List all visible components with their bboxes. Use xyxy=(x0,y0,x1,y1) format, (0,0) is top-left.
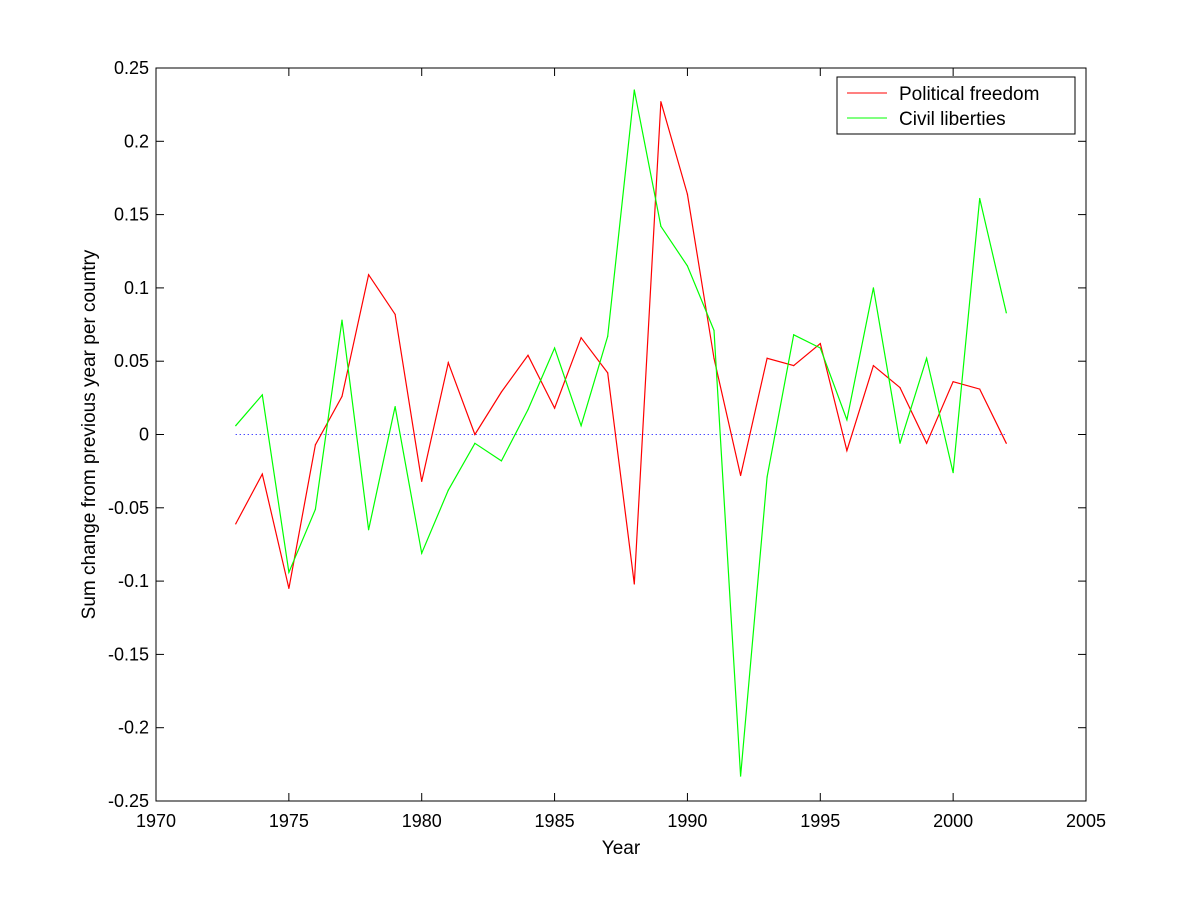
data-point-political-freedom xyxy=(633,583,635,585)
y-tick-labels: -0.25 -0.2 -0.15 -0.1 -0.05 0 0.05 0.1 0.15 0.2 0.… xyxy=(108,58,149,811)
legend-label-civil-liberties: Civil liberties xyxy=(899,109,1006,130)
data-point-civil-liberties xyxy=(261,394,263,396)
data-point-civil-liberties xyxy=(660,225,662,227)
data-point-political-freedom xyxy=(872,364,875,367)
data-point-civil-liberties xyxy=(288,571,290,573)
data-point-civil-liberties xyxy=(633,89,635,91)
data-point-political-freedom xyxy=(288,587,290,590)
y-tick-label: -0.1 xyxy=(118,571,149,591)
data-point-political-freedom xyxy=(660,101,662,103)
data-point-civil-liberties xyxy=(952,472,954,474)
x-tick-label: 1995 xyxy=(800,811,840,831)
data-point-political-freedom xyxy=(686,193,689,195)
x-tick-label: 1990 xyxy=(667,811,707,831)
data-point-political-freedom xyxy=(474,433,476,436)
data-point-political-freedom xyxy=(553,407,556,409)
data-point-political-freedom xyxy=(793,364,795,367)
x-tick-label: 2000 xyxy=(933,811,973,831)
data-point-civil-liberties xyxy=(872,287,875,289)
data-point-civil-liberties xyxy=(341,319,343,321)
y-tick-label: 0.1 xyxy=(124,278,149,298)
data-point-political-freedom xyxy=(925,442,928,444)
data-point-political-freedom xyxy=(314,444,317,446)
x-tick-label: 1985 xyxy=(535,811,575,831)
data-point-civil-liberties xyxy=(527,408,529,411)
x-tick-label: 1980 xyxy=(402,811,442,831)
data-point-political-freedom xyxy=(846,450,848,452)
data-point-political-freedom xyxy=(447,362,449,364)
data-point-political-freedom xyxy=(500,391,503,393)
data-point-civil-liberties xyxy=(713,329,715,332)
data-point-civil-liberties xyxy=(846,419,848,421)
data-point-civil-liberties xyxy=(1005,312,1007,314)
y-tick-label: 0.15 xyxy=(114,205,149,225)
data-point-civil-liberties xyxy=(421,552,423,554)
axis-ticks xyxy=(155,67,1087,802)
data-point-civil-liberties xyxy=(314,508,317,510)
data-point-civil-liberties xyxy=(235,425,237,427)
data-point-civil-liberties xyxy=(394,406,396,408)
y-axis-label: Sum change from previous year per countr… xyxy=(79,249,100,619)
series-line-political-freedom xyxy=(235,101,1007,589)
y-tick-label: 0.25 xyxy=(114,58,149,78)
y-tick-label: -0.2 xyxy=(118,718,149,738)
x-tick-label: 1970 xyxy=(136,811,176,831)
data-point-civil-liberties xyxy=(819,347,821,349)
data-point-civil-liberties xyxy=(766,476,768,478)
y-tick-label: -0.25 xyxy=(108,791,149,811)
data-point-civil-liberties xyxy=(553,347,556,349)
data-point-political-freedom xyxy=(341,395,343,397)
data-point-political-freedom xyxy=(1005,442,1007,444)
x-tick-label: 2005 xyxy=(1066,811,1106,831)
data-point-civil-liberties xyxy=(367,529,370,531)
data-point-political-freedom xyxy=(979,388,981,390)
y-tick-label: 0.2 xyxy=(124,131,149,151)
data-point-political-freedom xyxy=(713,357,715,359)
series-line-civil-liberties xyxy=(235,89,1007,777)
data-point-political-freedom xyxy=(421,480,423,483)
y-tick-label: 0 xyxy=(139,425,149,445)
legend-box xyxy=(836,76,1076,135)
y-tick-label: -0.15 xyxy=(108,644,149,664)
data-point-political-freedom xyxy=(527,354,529,356)
plot-area xyxy=(155,67,1087,802)
data-point-political-freedom xyxy=(607,372,609,374)
data-point-political-freedom xyxy=(367,274,370,276)
data-point-political-freedom xyxy=(952,381,954,383)
data-point-political-freedom xyxy=(261,473,263,475)
data-point-political-freedom xyxy=(580,337,582,339)
x-axis-label: Year xyxy=(602,838,641,859)
data-point-civil-liberties xyxy=(500,460,503,462)
data-point-civil-liberties xyxy=(899,442,901,444)
data-point-civil-liberties xyxy=(793,334,795,336)
data-point-civil-liberties xyxy=(580,425,582,427)
series-lines xyxy=(235,89,1007,777)
data-point-political-freedom xyxy=(235,523,237,525)
x-tick-label: 1975 xyxy=(269,811,309,831)
x-tick-labels: 1970 1975 1980 1985 1990 1995 2000 2005 xyxy=(136,811,1106,831)
data-point-civil-liberties xyxy=(686,265,689,267)
data-point-political-freedom xyxy=(819,343,821,345)
data-point-civil-liberties xyxy=(474,442,476,444)
legend: Political freedom Civil liberties xyxy=(836,76,1076,135)
data-point-civil-liberties xyxy=(925,357,928,359)
legend-label-political-freedom: Political freedom xyxy=(899,84,1039,105)
data-point-civil-liberties xyxy=(739,775,742,777)
y-tick-label: 0.05 xyxy=(114,351,149,371)
data-point-political-freedom xyxy=(394,313,396,315)
y-tick-label: -0.05 xyxy=(108,498,149,518)
data-point-civil-liberties xyxy=(607,335,609,337)
data-point-political-freedom xyxy=(899,386,901,389)
data-point-civil-liberties xyxy=(979,197,981,200)
data-point-political-freedom xyxy=(739,474,742,477)
data-point-civil-liberties xyxy=(447,489,449,491)
data-point-political-freedom xyxy=(766,357,768,359)
